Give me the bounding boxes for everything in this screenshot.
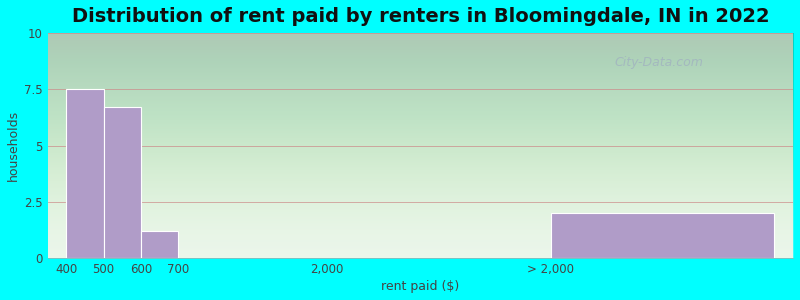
Bar bbox=[141, 231, 178, 258]
Bar bbox=[66, 89, 103, 258]
Bar bbox=[103, 107, 141, 258]
Y-axis label: households: households bbox=[7, 110, 20, 181]
Bar bbox=[550, 213, 774, 258]
X-axis label: rent paid ($): rent paid ($) bbox=[382, 280, 459, 293]
Title: Distribution of rent paid by renters in Bloomingdale, IN in 2022: Distribution of rent paid by renters in … bbox=[71, 7, 769, 26]
Text: City-Data.com: City-Data.com bbox=[614, 56, 703, 69]
